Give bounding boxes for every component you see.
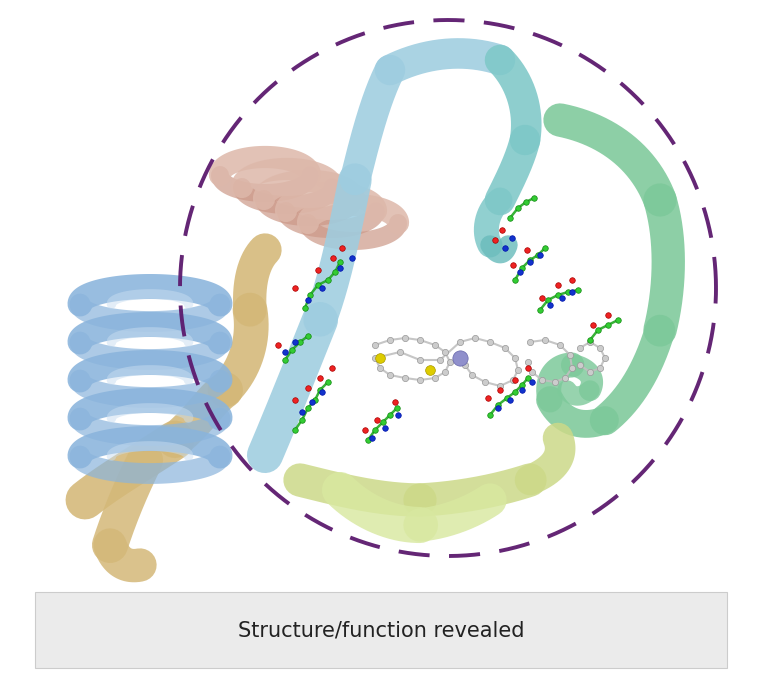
FancyBboxPatch shape (35, 592, 727, 668)
Text: Structure/function revealed: Structure/function revealed (238, 620, 524, 640)
